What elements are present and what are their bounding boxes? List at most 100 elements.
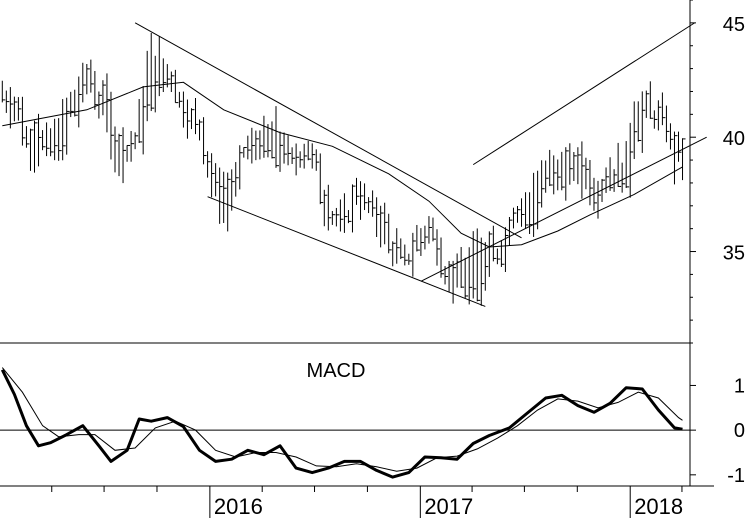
price-bar <box>283 132 288 164</box>
price-bar <box>319 153 324 205</box>
price-bar <box>162 58 167 93</box>
price-bar <box>29 128 34 171</box>
price-bar <box>299 151 304 168</box>
macd-y-tick-label: 1 <box>734 375 745 397</box>
x-tick-label: 2016 <box>214 494 263 518</box>
price-bar <box>368 197 372 214</box>
price-y-ticks: 35 40 45 <box>690 0 745 344</box>
price-bar <box>589 159 593 206</box>
price-bar <box>126 144 131 162</box>
price-bar <box>174 69 179 104</box>
macd-title: MACD <box>307 360 366 382</box>
price-bar <box>565 147 569 201</box>
price-bar <box>625 141 630 188</box>
price-bar <box>130 130 135 162</box>
price-bar <box>267 124 271 158</box>
price-bar <box>199 119 203 141</box>
price-bar <box>134 132 139 150</box>
price-bar <box>553 155 557 195</box>
price-bar <box>335 207 340 227</box>
price-bar <box>231 169 235 211</box>
price-bar <box>54 118 58 161</box>
price-bar <box>408 253 412 265</box>
price-bar <box>436 229 440 266</box>
price-bar <box>158 36 163 97</box>
price-bar <box>557 159 561 191</box>
price-bar <box>203 117 207 165</box>
price-bar <box>190 108 195 130</box>
price-bar <box>263 115 267 158</box>
price-bar <box>404 244 408 266</box>
price-panel: 35 40 45 <box>1 0 745 344</box>
price-bar <box>25 126 30 148</box>
price-bar <box>669 123 674 150</box>
price-bar <box>303 143 308 169</box>
macd-y-tick-label: -1 <box>727 465 745 487</box>
price-bar <box>327 184 332 231</box>
price-bar <box>661 92 666 126</box>
price-bar <box>380 205 384 248</box>
trendline-downtrend-lower <box>207 196 486 307</box>
price-bar <box>633 101 638 160</box>
price-y-tick-label: 35 <box>723 243 745 265</box>
price-bar <box>323 189 328 227</box>
price-bar <box>38 113 42 167</box>
price-bar <box>311 143 316 169</box>
price-bar <box>585 157 589 190</box>
price-bar <box>255 130 259 161</box>
price-bar <box>291 147 296 164</box>
price-bar <box>13 96 18 122</box>
price-bar <box>484 242 489 291</box>
price-bar <box>525 192 529 229</box>
price-bar <box>609 157 614 191</box>
price-bar <box>456 253 461 288</box>
price-bar <box>195 97 199 135</box>
price-bar <box>448 260 453 293</box>
price-bar <box>78 76 82 128</box>
price-bar <box>549 149 553 187</box>
price-bar <box>392 241 396 267</box>
price-bar <box>500 240 505 267</box>
price-bar <box>372 190 376 217</box>
price-bar <box>287 135 292 166</box>
price-bar <box>219 167 223 224</box>
price-bar <box>613 169 618 192</box>
price-bar <box>34 120 38 173</box>
price-bar <box>106 73 110 133</box>
price-bar <box>247 135 251 160</box>
price-bar <box>637 101 642 142</box>
price-bar <box>182 91 187 128</box>
price-bar <box>307 140 312 161</box>
price-bar <box>412 232 416 277</box>
price-bar <box>275 106 279 168</box>
price-bar <box>601 178 606 202</box>
price-trendlines <box>134 22 707 307</box>
price-bar <box>235 162 239 197</box>
price-bar <box>517 206 521 223</box>
price-bar <box>46 122 50 157</box>
price-bar <box>114 126 118 173</box>
price-bar <box>569 143 573 185</box>
price-bar <box>251 127 255 164</box>
price-bar <box>82 62 86 103</box>
trendline-uptrend-upper <box>472 22 695 166</box>
macd-panel: MACD 1 0 -1 <box>0 343 745 487</box>
price-bar <box>343 193 348 233</box>
price-bar <box>17 97 22 121</box>
price-bar <box>641 91 646 153</box>
price-bar <box>678 131 682 162</box>
price-bar <box>351 184 356 233</box>
price-bar <box>42 130 46 151</box>
price-bar <box>331 210 336 225</box>
price-bar <box>561 151 565 191</box>
price-bar <box>9 87 14 129</box>
price-bar <box>673 131 678 185</box>
price-bar <box>207 151 211 178</box>
price-bar <box>645 90 650 118</box>
price-bar <box>541 160 545 208</box>
price-bar <box>440 237 445 278</box>
price-moving-average <box>2 81 683 248</box>
macd-signal-line <box>1 367 683 472</box>
price-bar <box>460 246 465 288</box>
